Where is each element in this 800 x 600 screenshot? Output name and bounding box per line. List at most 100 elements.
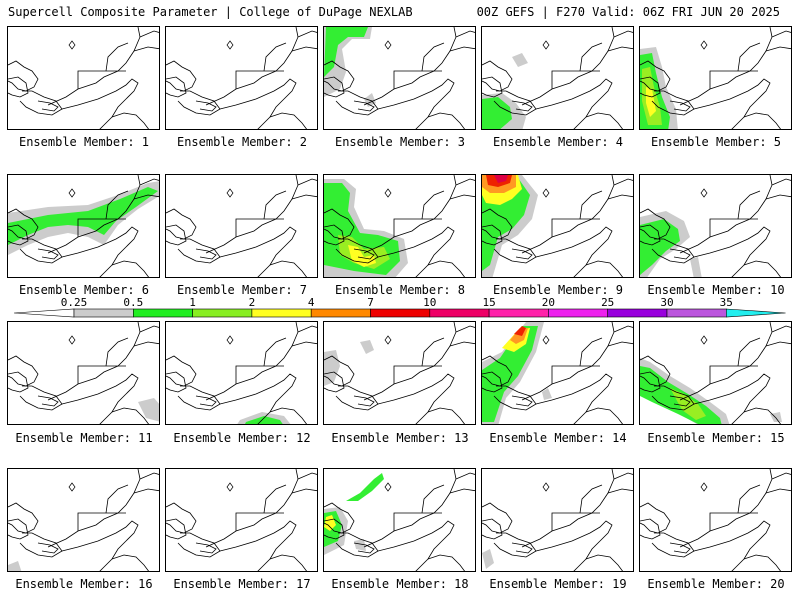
map-boundary [219, 520, 297, 571]
map-boundary [195, 248, 217, 260]
map-boundary [693, 520, 771, 571]
colorbar-tick-label: 1 [189, 296, 196, 309]
map-svg [8, 322, 159, 424]
map-boundary [111, 260, 149, 277]
map-svg [482, 322, 633, 424]
map-svg [166, 469, 317, 571]
map-boundary [269, 112, 307, 129]
map-boundary [324, 76, 345, 98]
map-boundary [709, 218, 758, 237]
map-panel [481, 26, 634, 130]
map-boundary [235, 70, 284, 89]
map-svg [8, 469, 159, 571]
map-panel [323, 468, 476, 572]
map-boundary [393, 365, 442, 384]
map-boundary [297, 325, 317, 333]
map-boundary [421, 190, 445, 220]
map-boundary [47, 27, 141, 106]
map-boundary [449, 341, 475, 347]
map-boundary [579, 42, 603, 72]
scp-contour-fill [690, 257, 702, 277]
colorbar-swatch [548, 308, 609, 318]
diamond-marker-icon [226, 188, 234, 198]
map-boundary [297, 472, 317, 480]
map-boundary [133, 341, 159, 347]
map-panel [639, 321, 792, 425]
member-caption: Ensemble Member: 8 [334, 283, 466, 297]
map-boundary [771, 325, 791, 333]
map-panel [639, 174, 792, 278]
map-boundary [521, 27, 615, 106]
diamond-marker-icon [226, 40, 234, 50]
map-boundary [19, 385, 63, 411]
map-boundary [613, 178, 633, 186]
map-boundary [324, 502, 355, 534]
map-svg [8, 175, 159, 277]
member-caption: Ensemble Member: 1 [18, 135, 150, 149]
map-svg [324, 322, 475, 424]
colorbar-tick-label: 4 [307, 296, 315, 309]
map-svg [640, 469, 791, 571]
diamond-marker-icon [68, 335, 76, 345]
map-panel [481, 468, 634, 572]
map-boundary [8, 518, 29, 540]
map-boundary [235, 218, 284, 237]
map-boundary [640, 76, 661, 98]
map-boundary [393, 512, 442, 531]
colorbar [13, 308, 786, 318]
map-boundary [535, 226, 613, 277]
map-panel [639, 468, 792, 572]
scp-contour-fill [354, 539, 366, 551]
map-boundary [709, 70, 758, 89]
map-boundary [105, 42, 129, 72]
map-boundary [324, 224, 345, 246]
map-boundary [482, 208, 513, 240]
map-boundary [640, 502, 671, 534]
map-boundary [709, 365, 758, 384]
map-boundary [105, 337, 129, 367]
diamond-marker-icon [384, 335, 392, 345]
member-caption: Ensemble Member: 11 [15, 431, 153, 445]
map-boundary [363, 175, 457, 254]
map-boundary [291, 194, 317, 200]
map-panel [7, 26, 160, 130]
map-boundary [482, 518, 503, 540]
member-caption: Ensemble Member: 14 [489, 431, 627, 445]
map-boundary [205, 469, 299, 548]
colorbar-swatch [370, 308, 431, 318]
map-boundary [393, 70, 442, 89]
scp-contour-fill [346, 473, 384, 501]
member-caption: Ensemble Member: 12 [173, 431, 311, 445]
colorbar-tick-label: 35 [719, 296, 733, 309]
map-boundary [269, 407, 307, 424]
map-boundary [493, 532, 537, 558]
map-boundary [291, 46, 317, 52]
map-boundary [377, 373, 455, 424]
map-boundary [640, 208, 671, 240]
map-boundary [669, 395, 691, 407]
map-boundary [219, 226, 297, 277]
map-boundary [737, 42, 761, 72]
map-panel [165, 26, 318, 130]
map-boundary [377, 520, 455, 571]
map-boundary [297, 178, 317, 186]
member-caption: Ensemble Member: 17 [173, 577, 311, 591]
colorbar-swatch [429, 308, 490, 318]
map-boundary [166, 502, 197, 534]
map-boundary [551, 218, 600, 237]
map-boundary [521, 322, 615, 401]
map-boundary [551, 365, 600, 384]
map-panel [481, 321, 634, 425]
map-boundary [421, 42, 445, 72]
map-boundary [47, 469, 141, 548]
member-caption: Ensemble Member: 9 [492, 283, 624, 297]
map-boundary [511, 100, 533, 112]
colorbar-swatch [133, 308, 193, 318]
map-svg [166, 322, 317, 424]
colorbar-swatch [310, 308, 371, 318]
map-boundary [263, 190, 287, 220]
diamond-marker-icon [542, 482, 550, 492]
map-boundary [105, 190, 129, 220]
map-boundary [579, 337, 603, 367]
map-boundary [613, 325, 633, 333]
